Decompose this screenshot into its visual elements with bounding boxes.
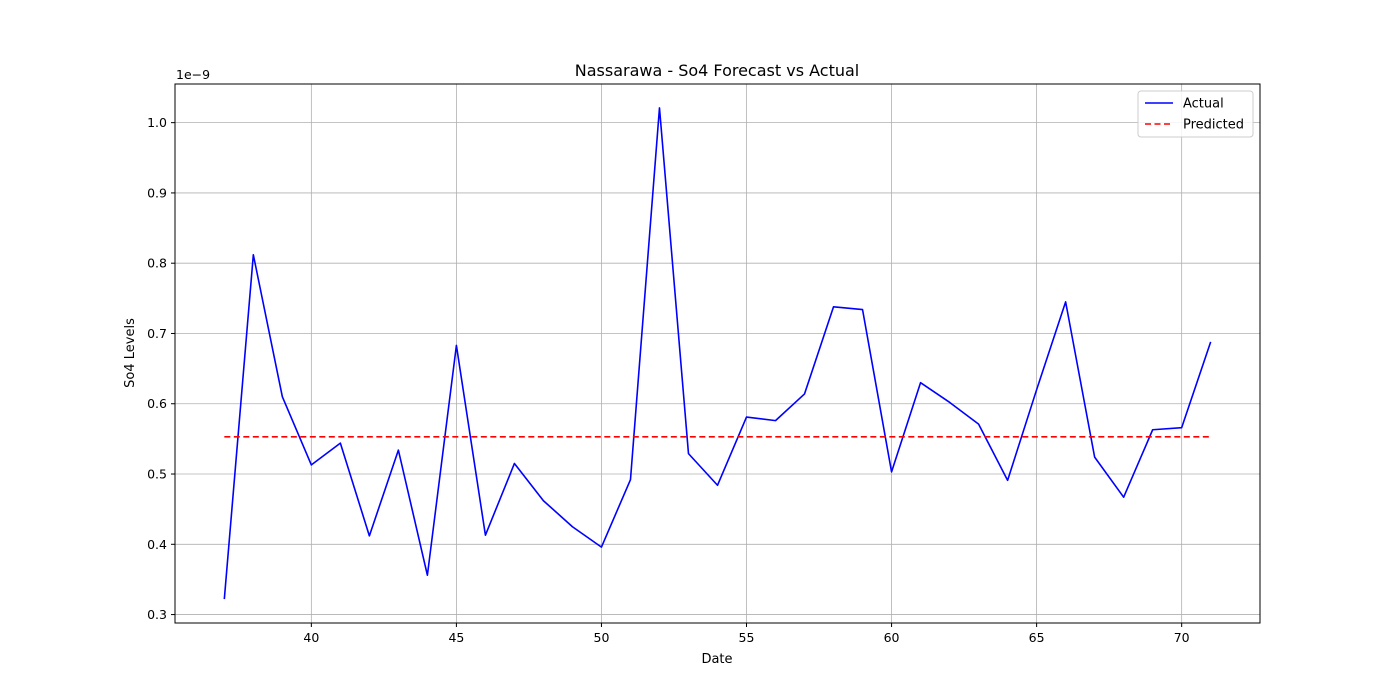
- x-axis: 40 45 50 55 60 65 70: [303, 623, 1190, 645]
- x-tick-label: 50: [594, 630, 610, 645]
- y-tick-label: 0.5: [147, 467, 167, 482]
- plot-frame: [174, 83, 1261, 624]
- y-tick-label: 0.7: [147, 326, 167, 341]
- legend-label-predicted: Predicted: [1183, 118, 1244, 133]
- x-tick-label: 55: [739, 630, 755, 645]
- series-lines: [223, 107, 1212, 600]
- y-tick-label: 0.3: [147, 607, 167, 622]
- grid: [175, 84, 1260, 623]
- y-tick-label: 1.0: [147, 115, 167, 130]
- y-axis: 0.3 0.4 0.5 0.6 0.7 0.8 0.9 1.0: [147, 115, 175, 622]
- x-axis-label: Date: [701, 652, 732, 667]
- legend: Actual Predicted: [1137, 90, 1254, 138]
- x-tick-label: 40: [303, 630, 319, 645]
- y-axis-label: So4 Levels: [123, 318, 138, 388]
- y-tick-label: 0.9: [147, 185, 167, 200]
- x-tick-label: 60: [884, 630, 900, 645]
- chart-title: Nassarawa - So4 Forecast vs Actual: [575, 61, 859, 80]
- y-tick-label: 0.4: [147, 537, 167, 552]
- x-tick-label: 70: [1174, 630, 1190, 645]
- y-offset-text: 1e−9: [176, 67, 210, 82]
- x-tick-label: 65: [1029, 630, 1045, 645]
- y-tick-label: 0.8: [147, 256, 167, 271]
- x-tick-label: 45: [448, 630, 464, 645]
- y-tick-label: 0.6: [147, 396, 167, 411]
- legend-label-actual: Actual: [1183, 97, 1224, 112]
- series-line-actual: [223, 107, 1212, 600]
